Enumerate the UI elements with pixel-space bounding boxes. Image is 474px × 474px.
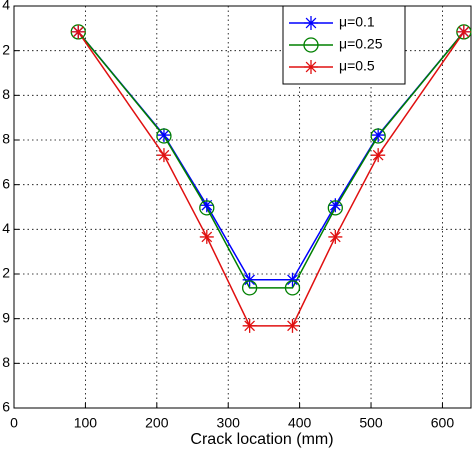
- marker: [199, 198, 214, 213]
- marker: [199, 229, 214, 244]
- y-tick-label: 9: [2, 309, 10, 325]
- marker: [242, 272, 257, 287]
- legend-label: μ=0.25: [339, 36, 383, 52]
- marker: [327, 200, 343, 216]
- y-tick-label: 4: [2, 0, 10, 13]
- marker: [156, 148, 171, 163]
- marker: [456, 24, 471, 39]
- marker: [328, 198, 343, 213]
- x-tick-label: 200: [145, 415, 169, 431]
- y-tick-label: 8: [2, 86, 10, 102]
- x-axis-label: Crack location (mm): [190, 431, 333, 448]
- x-tick-label: 100: [74, 415, 98, 431]
- marker: [303, 37, 319, 53]
- legend-label: μ=0.5: [339, 58, 375, 74]
- y-tick-label: 6: [2, 399, 10, 415]
- y-tick-label: 2: [2, 41, 10, 57]
- marker: [284, 280, 301, 296]
- y-tick-label: 6: [2, 175, 10, 191]
- x-tick-label: 400: [288, 415, 312, 431]
- x-tick-label: 600: [431, 415, 455, 431]
- marker: [304, 60, 318, 74]
- plot-frame: [13, 5, 472, 409]
- marker: [156, 128, 171, 143]
- marker: [304, 16, 318, 30]
- marker: [371, 148, 386, 163]
- series-line: [77, 31, 465, 327]
- marker: [371, 128, 386, 143]
- marker: [71, 24, 86, 39]
- marker: [199, 200, 215, 216]
- series-line: [77, 31, 465, 289]
- marker: [370, 128, 386, 144]
- marker: [241, 280, 258, 296]
- y-tick-label: 2: [2, 265, 10, 281]
- x-tick-label: 0: [10, 415, 18, 431]
- marker: [328, 229, 343, 244]
- marker: [242, 318, 257, 333]
- x-tick-label: 500: [359, 415, 383, 431]
- marker: [285, 318, 300, 333]
- y-tick-label: 4: [2, 220, 10, 236]
- legend-label: μ=0.1: [339, 14, 375, 30]
- marker: [285, 272, 300, 287]
- x-tick-label: 300: [217, 415, 241, 431]
- marker: [156, 128, 172, 144]
- y-tick-label: 8: [2, 354, 10, 370]
- y-tick-label: 8: [2, 131, 10, 147]
